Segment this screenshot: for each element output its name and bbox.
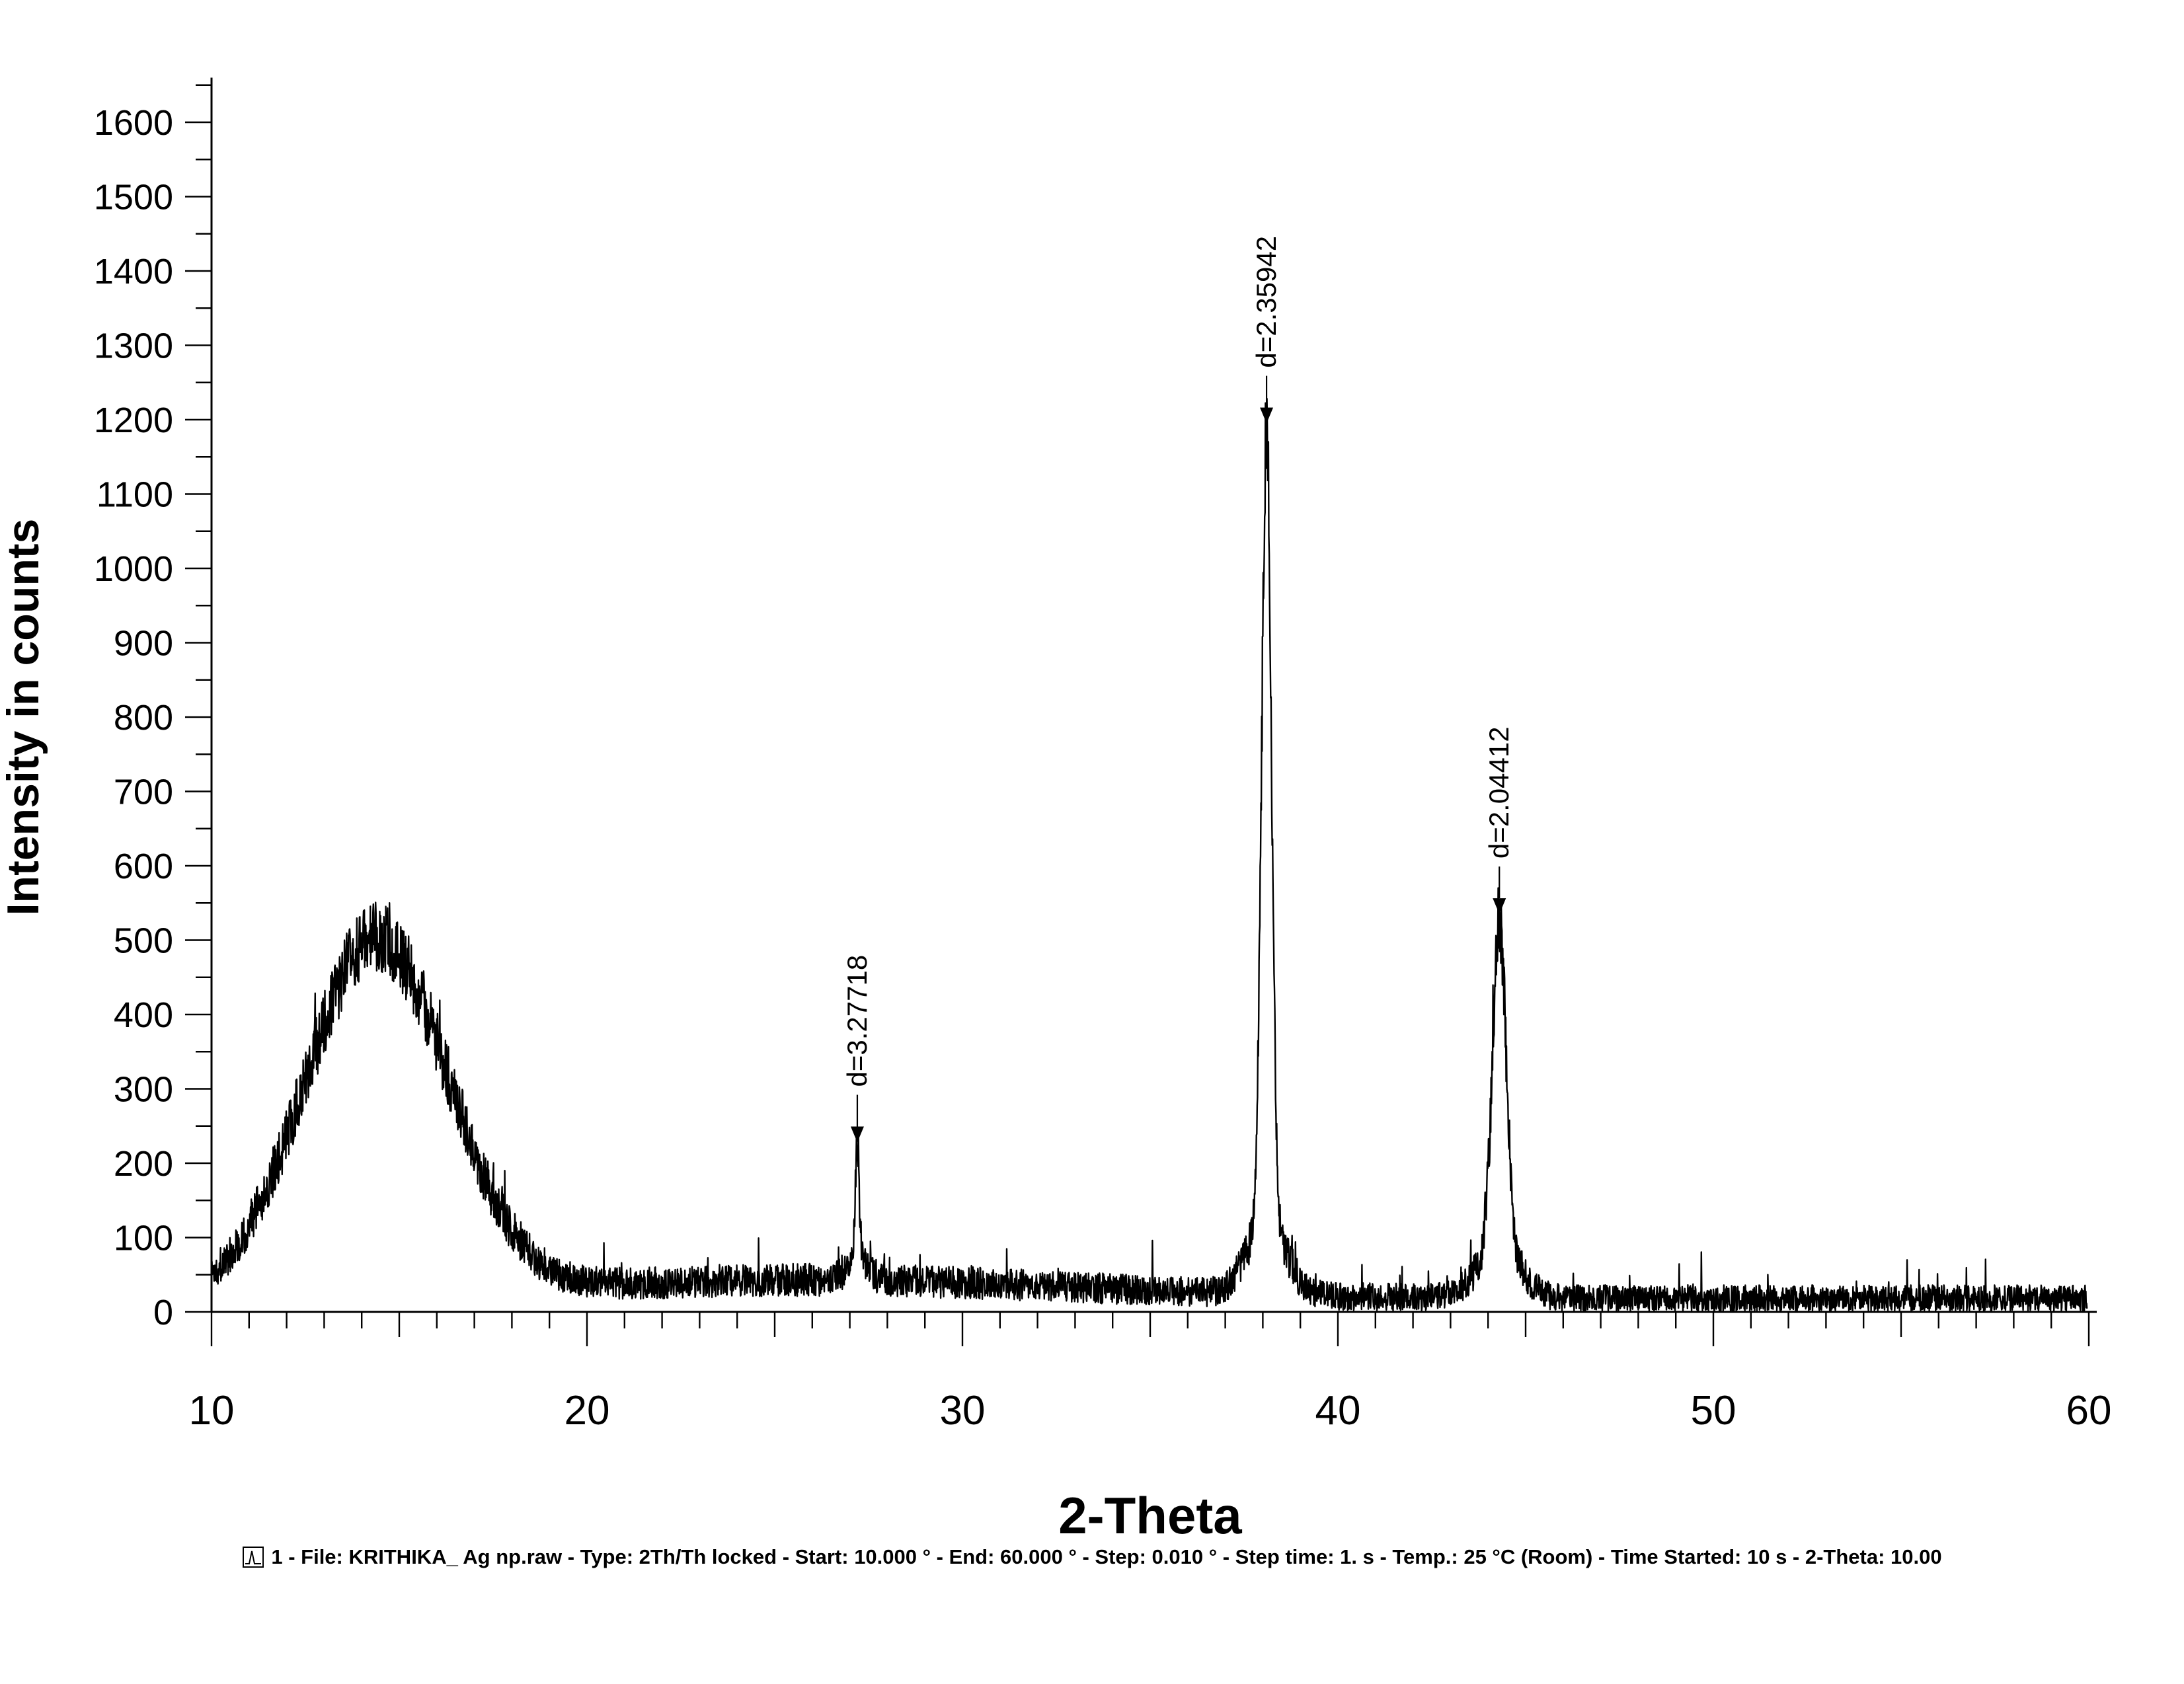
peak-annotation: d=2.04412 — [1483, 726, 1514, 915]
y-tick-label: 300 — [114, 1069, 173, 1109]
x-tick-label: 30 — [940, 1388, 986, 1434]
y-tick-label: 1600 — [94, 103, 173, 143]
peak-annotations: d=3.27718 d=2.35942 d=2.04412 — [841, 236, 1514, 1143]
y-tick-label: 500 — [114, 921, 173, 960]
x-tick-label: 20 — [565, 1388, 610, 1434]
peak-annotation: d=3.27718 — [841, 955, 873, 1143]
waveform-icon — [243, 1547, 264, 1568]
peak-arrow-icon — [1493, 898, 1506, 915]
y-tick-label: 700 — [114, 772, 173, 812]
y-tick-label: 1400 — [94, 252, 173, 291]
y-tick-label: 100 — [114, 1218, 173, 1258]
y-tick-label: 800 — [114, 698, 173, 738]
x-tick-label: 10 — [189, 1388, 235, 1434]
peak-annotation: d=2.35942 — [1251, 236, 1282, 424]
y-tick-label: 0 — [153, 1293, 173, 1332]
y-tick-label: 200 — [114, 1144, 173, 1184]
x-tick-label: 40 — [1315, 1388, 1361, 1434]
x-axis-title: 2-Theta — [1058, 1486, 1242, 1545]
peak-d-value-label: d=2.04412 — [1483, 726, 1514, 859]
peak-arrow-icon — [850, 1126, 864, 1143]
x-tick-label: 50 — [1691, 1388, 1736, 1434]
y-tick-label: 1500 — [94, 177, 173, 217]
y-tick-label: 400 — [114, 995, 173, 1035]
x-tick-label: 60 — [2066, 1388, 2112, 1434]
y-axis-title: Intensity in counts — [0, 519, 48, 916]
diffraction-trace — [210, 398, 2088, 1312]
caption: 1 - File: KRITHIKA_ Ag np.raw - Type: 2T… — [0, 1545, 2184, 1569]
peak-arrow-icon — [1260, 407, 1274, 424]
axes: 0 100 200 300 400 500 600 700 800 900 1000 1100 1200… — [94, 77, 2112, 1434]
y-tick-label: 1300 — [94, 326, 173, 365]
y-tick-label: 1100 — [97, 475, 173, 514]
y-tick-label: 900 — [114, 623, 173, 663]
peak-d-value-label: d=2.35942 — [1251, 236, 1282, 368]
y-tick-label: 600 — [114, 847, 173, 886]
caption-text: 1 - File: KRITHIKA_ Ag np.raw - Type: 2T… — [271, 1545, 1942, 1568]
peak-d-value-label: d=3.27718 — [841, 955, 873, 1087]
y-tick-label: 1200 — [94, 401, 173, 440]
y-tick-label: 1000 — [94, 549, 173, 589]
